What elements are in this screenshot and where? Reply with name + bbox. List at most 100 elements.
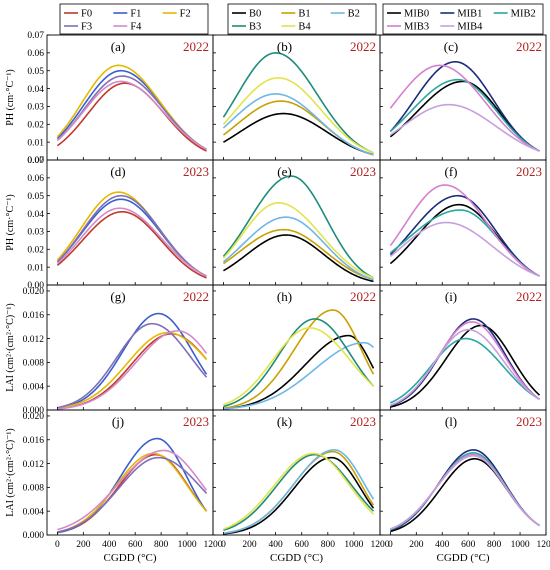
x-tick-label: 1200 xyxy=(371,540,390,550)
x-tick-label: 600 xyxy=(295,540,310,550)
panel-label: (d) xyxy=(110,164,125,179)
panel-label: (e) xyxy=(277,164,291,179)
panel-label: (i) xyxy=(445,289,457,304)
y-tick-label: 0.008 xyxy=(23,359,45,369)
legend-label: B1 xyxy=(298,9,310,20)
legend-3: MIB0 MIB1 MIB2 MIB3 MIB4 xyxy=(382,3,544,35)
series-line-2 xyxy=(223,309,375,410)
legend-2: B0 B1 B2 B3 B4 xyxy=(227,3,377,35)
legend-label: MIB4 xyxy=(457,22,483,33)
panel-year: 2022 xyxy=(516,289,542,304)
legend-label: B4 xyxy=(298,22,311,33)
panel-label: (h) xyxy=(277,289,292,304)
y-axis-title: LAI (cm²·(cm²·°C)⁻¹) xyxy=(5,303,16,392)
panel-b: (b) 2022 xyxy=(212,34,381,161)
panel-g: 0.000 0.004 0.008 0.012 0.016 0.020 (g) 2022 xyxy=(23,284,214,416)
y-tick-label: 0.00 xyxy=(27,156,44,166)
panel-label: (c) xyxy=(444,39,458,54)
series-line-2 xyxy=(56,69,207,150)
series-line-1 xyxy=(390,458,540,533)
series-line-2 xyxy=(222,228,374,281)
legend-label: MIB2 xyxy=(511,9,536,20)
series-line-3 xyxy=(57,331,208,410)
y-tick-label: 0.06 xyxy=(27,174,44,184)
x-tick-label: 0 xyxy=(221,540,226,550)
series-line-4 xyxy=(390,453,540,530)
legend-box xyxy=(59,3,209,35)
legend-label: F0 xyxy=(81,9,92,20)
series-line-4 xyxy=(57,456,208,533)
y-tick-label: 0.016 xyxy=(23,311,45,321)
series-line-2 xyxy=(223,450,375,535)
series-line-2 xyxy=(389,60,540,152)
series-line-5 xyxy=(389,103,540,152)
series-line-3 xyxy=(222,216,374,281)
series-line-5 xyxy=(223,327,375,406)
series-line-4 xyxy=(223,318,375,408)
series-line-5 xyxy=(57,330,208,410)
series-line-5 xyxy=(222,202,374,279)
series-line-1 xyxy=(223,456,375,535)
x-tick-label: 800 xyxy=(154,540,169,550)
series-line-2 xyxy=(389,194,540,277)
y-axis-title: LAI (cm²·(cm²·°C)⁻¹) xyxy=(5,428,16,517)
y-axis-title: PH (cm·°C⁻¹) xyxy=(5,69,16,125)
y-tick-label: 0.01 xyxy=(27,263,44,273)
series-line-5 xyxy=(57,449,208,531)
x-axis-title: CGDD (°C) xyxy=(104,552,157,564)
panel-l: 0 200 400 600 800 1000 1200 (l) 2023 xyxy=(379,409,550,550)
x-tick-label: 200 xyxy=(409,540,424,550)
series-line-1 xyxy=(223,334,375,410)
legend-box xyxy=(227,3,377,35)
x-tick-label: 1000 xyxy=(511,540,530,550)
legend-box xyxy=(382,3,544,35)
legend-label: MIB0 xyxy=(404,9,429,20)
series-line-1 xyxy=(390,324,541,408)
y-tick-label: 0.03 xyxy=(27,103,44,113)
series-line-4 xyxy=(389,184,540,277)
y-tick-label: 0.004 xyxy=(23,382,45,392)
series-line-4 xyxy=(222,175,374,279)
panel-year: 2023 xyxy=(350,414,376,429)
series-line-5 xyxy=(56,80,207,151)
x-tick-label: 800 xyxy=(321,540,336,550)
x-tick-label: 0 xyxy=(388,540,393,550)
y-tick-label: 0.01 xyxy=(27,138,44,148)
series-line-3 xyxy=(223,341,375,410)
panel-d: 0.00 0.01 0.02 0.03 0.04 0.05 0.06 0.07 (d) 2023 xyxy=(27,156,214,291)
y-tick-label: 0.000 xyxy=(23,406,45,416)
series-line-4 xyxy=(389,64,540,152)
panel-year: 2022 xyxy=(183,289,209,304)
x-tick-label: 1200 xyxy=(537,540,550,550)
x-tick-label: 600 xyxy=(128,540,143,550)
series-line-3 xyxy=(390,452,540,531)
y-tick-label: 0.020 xyxy=(23,412,45,422)
plot-frame xyxy=(379,409,547,536)
y-tick-label: 0.06 xyxy=(27,49,44,59)
y-tick-label: 0.020 xyxy=(23,287,45,297)
panel-label: (f) xyxy=(445,164,458,179)
panel-year: 2023 xyxy=(516,164,542,179)
legend-label: F4 xyxy=(130,22,142,33)
x-tick-label: 600 xyxy=(461,540,476,550)
panel-year: 2023 xyxy=(183,414,209,429)
series-line-5 xyxy=(222,77,374,154)
series-line-5 xyxy=(390,328,540,406)
series-line-5 xyxy=(390,455,540,530)
series-line-4 xyxy=(57,322,208,409)
panel-i: (i) 2022 xyxy=(379,284,547,411)
y-axis-title: PH (cm·°C⁻¹) xyxy=(5,194,16,250)
legend-label: B2 xyxy=(348,9,360,20)
x-tick-label: 400 xyxy=(269,540,284,550)
panel-h: (h) 2022 xyxy=(212,284,381,411)
panel-year: 2022 xyxy=(183,39,209,54)
panel-label: (g) xyxy=(110,289,125,304)
series-line-3 xyxy=(57,452,208,533)
panel-k: 0 200 400 600 800 1000 1200 (k) 2023 xyxy=(212,409,390,550)
series-line-5 xyxy=(223,452,375,530)
series-line-4 xyxy=(223,453,375,532)
x-axis-title: CGDD (°C) xyxy=(437,552,490,564)
y-tick-label: 0.04 xyxy=(27,210,44,220)
legend-label: F3 xyxy=(81,22,92,33)
